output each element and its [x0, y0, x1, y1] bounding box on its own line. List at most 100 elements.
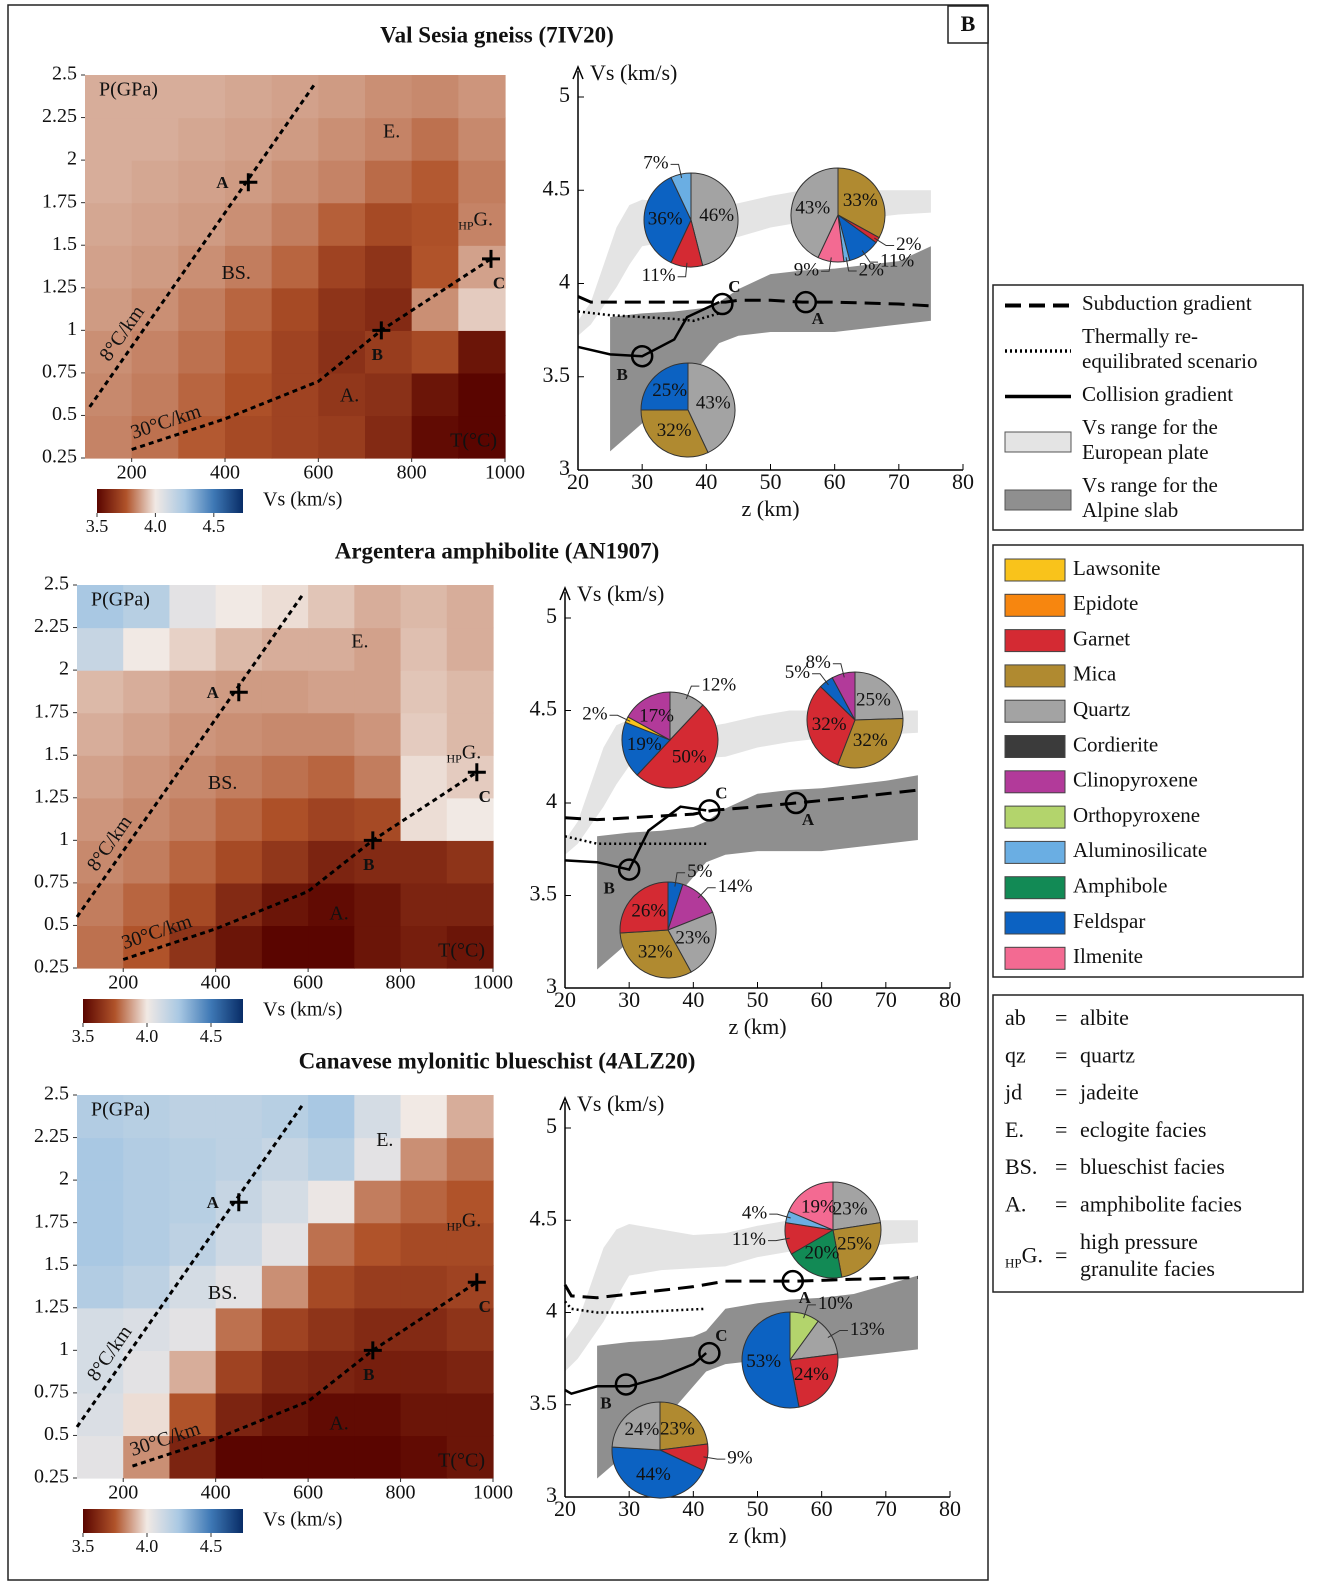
- range-band: [597, 1275, 918, 1479]
- heatmap-cell: [308, 627, 355, 671]
- heatmap-cell: [169, 627, 217, 671]
- point-label: A: [812, 309, 825, 328]
- heatmap-cell: [365, 330, 413, 374]
- facies-text: BS.: [208, 772, 237, 794]
- legend-label: Ilmenite: [1073, 944, 1143, 968]
- point-label: B: [603, 879, 614, 898]
- pie-label: 25%: [837, 1234, 872, 1255]
- pie-slice: [832, 1181, 882, 1231]
- heatmap-cell: [400, 1350, 448, 1394]
- point-circle: [617, 858, 641, 881]
- y-tick-label: 3.5: [530, 1390, 558, 1415]
- heatmap-cell: [215, 1095, 263, 1139]
- heatmap-cell: [215, 1265, 263, 1309]
- y-tick-label: 0.75: [34, 1380, 69, 1402]
- facies-subscript: HP: [458, 218, 474, 232]
- x-tick-label: 800: [397, 462, 427, 484]
- heatmap-cell: [169, 797, 217, 841]
- gradient-line: [122, 770, 478, 961]
- heatmap-cell: [400, 712, 448, 756]
- heatmap-cell: [446, 1180, 494, 1224]
- pie-label: 11%: [732, 1229, 766, 1250]
- pie-slice: [788, 1181, 834, 1231]
- heatmap-cell: [215, 712, 263, 756]
- point-circle: [781, 1269, 805, 1293]
- y-tick-label: 0.25: [42, 446, 77, 468]
- heatmap-cell: [365, 372, 413, 417]
- pie-label: 32%: [812, 714, 847, 735]
- point-label: A: [802, 810, 815, 829]
- pie-label: 24%: [625, 1419, 660, 1440]
- heatmap-cell: [77, 670, 124, 714]
- pie-slice: [854, 671, 904, 721]
- pie-leader: [845, 257, 857, 272]
- point-label: A: [799, 1288, 812, 1307]
- pie-label: 17%: [639, 706, 674, 727]
- facies-subscript: HP: [446, 1219, 462, 1233]
- pie-label: 11%: [880, 251, 914, 272]
- point-label: C: [715, 783, 727, 802]
- legend-swatch: [1004, 840, 1066, 864]
- heatmap-cell: [446, 585, 494, 629]
- pie-slice: [687, 362, 736, 454]
- pie-label: 53%: [746, 1351, 781, 1372]
- x-tick-label: 200: [117, 462, 147, 484]
- legend-swatch: [1004, 805, 1066, 829]
- heatmap-cell: [178, 245, 226, 289]
- heatmap-cell: [261, 797, 309, 841]
- heatmap: [85, 75, 506, 459]
- pie-leader: [861, 250, 879, 263]
- heatmap-cell: [169, 925, 217, 969]
- abbreviation-separator: =: [1055, 1117, 1067, 1142]
- heatmap-cell: [261, 712, 309, 756]
- heatmap-cell: [215, 1307, 263, 1351]
- heatmap-cell: [225, 372, 273, 417]
- heatmap-cell: [354, 1222, 402, 1266]
- colorbar: [97, 489, 243, 513]
- heatmap-cell: [271, 160, 319, 204]
- range-band: [597, 775, 918, 970]
- heatmap-cell: [77, 1265, 124, 1309]
- colorbar-tick-label: 3.5: [72, 1026, 95, 1046]
- point-marker: [229, 1193, 248, 1212]
- pie-slice: [636, 704, 719, 789]
- y-axis-label: P(GPa): [99, 79, 158, 101]
- heatmap-cell: [354, 797, 402, 841]
- legend-label: Aluminosilicate: [1073, 838, 1207, 862]
- heatmap-cell: [85, 330, 133, 374]
- series-line: [577, 295, 932, 308]
- point-label: A: [207, 1193, 220, 1212]
- pie-leader: [821, 257, 832, 272]
- abbreviation-separator: =: [1055, 1154, 1067, 1179]
- y-tick-label: 0.75: [42, 360, 77, 382]
- pie-label: 5%: [785, 662, 811, 683]
- heatmap-cell: [77, 627, 124, 671]
- heatmap-cell: [77, 712, 124, 756]
- y-tick-label: 4.5: [530, 1205, 558, 1230]
- pie-label: 8%: [806, 652, 832, 673]
- heatmap-cell: [271, 75, 319, 119]
- heatmap-cell: [178, 202, 226, 246]
- heatmap-cell: [77, 1435, 124, 1479]
- abbreviation: qz: [1005, 1042, 1026, 1067]
- heatmap-cell: [123, 712, 171, 756]
- heatmap-cell: [318, 372, 366, 417]
- y-tick-label: 1.25: [34, 1295, 69, 1317]
- heatmap-cell: [131, 245, 179, 289]
- legend-swatch: [1004, 735, 1066, 758]
- heatmap-cell: [411, 245, 459, 289]
- y-tick-label: 2.25: [34, 615, 69, 637]
- heatmap-cell: [400, 882, 448, 927]
- x-tick-label: 50: [747, 987, 769, 1012]
- facies-text: G.: [462, 1209, 481, 1231]
- legend-swatch: [1004, 946, 1066, 970]
- facies-text: G.: [462, 741, 481, 763]
- series-line: [564, 788, 919, 822]
- heatmap-cell: [131, 287, 179, 331]
- y-tick-label: 0.25: [34, 956, 69, 978]
- heatmap-cell: [271, 287, 319, 331]
- pie-label: 32%: [853, 730, 888, 751]
- heatmap-cell: [271, 202, 319, 246]
- heatmap-cell: [123, 585, 171, 629]
- heatmap-cell: [131, 415, 179, 459]
